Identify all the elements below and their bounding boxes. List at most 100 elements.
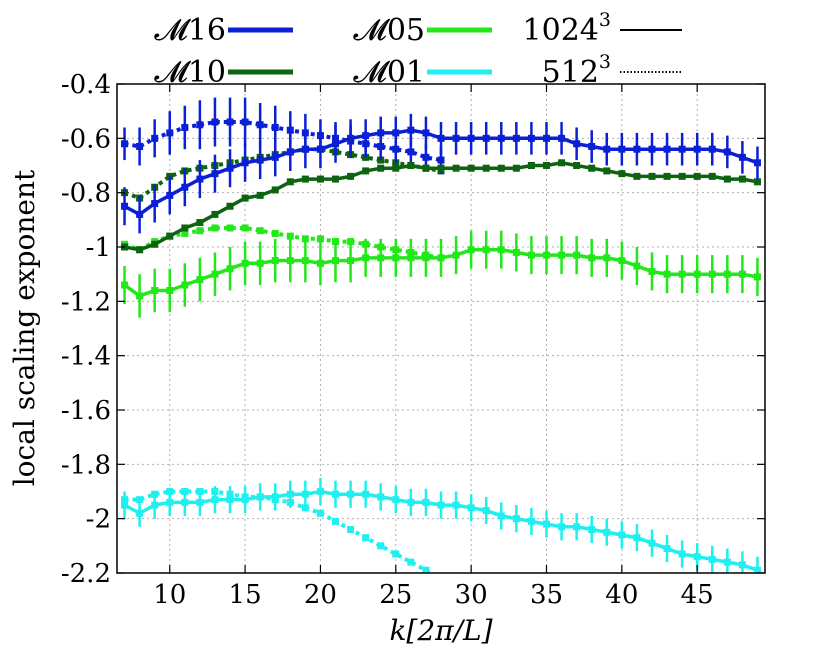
- data-point-m05-1024: [316, 259, 324, 267]
- data-point-m16-1024: [648, 145, 656, 153]
- data-point-m05-512: [286, 232, 294, 240]
- x-tick-label: 40: [605, 580, 638, 610]
- data-point-m05-1024: [452, 251, 460, 259]
- data-point-m16-1024: [482, 134, 490, 142]
- data-point-m10-1024: [422, 164, 430, 172]
- data-point-m01-1024: [693, 553, 701, 561]
- data-point-m16-1024: [437, 134, 445, 142]
- data-point-m10-1024: [603, 167, 611, 175]
- data-point-m10-1024: [151, 240, 159, 248]
- data-point-m01-1024: [166, 498, 174, 506]
- data-point-m16-1024: [211, 170, 219, 178]
- x-tick-label: 45: [681, 580, 714, 610]
- data-point-m16-1024: [332, 140, 340, 148]
- data-point-m01-1024: [542, 520, 550, 528]
- y-tick-label: -0.6: [61, 124, 111, 154]
- data-point-m16-512: [121, 140, 129, 148]
- data-point-m16-1024: [181, 183, 189, 191]
- data-point-m10-1024: [211, 210, 219, 218]
- data-point-m05-1024: [482, 246, 490, 254]
- y-tick-label: -2: [86, 505, 111, 535]
- data-point-m16-512: [181, 123, 189, 131]
- data-point-m05-1024: [166, 286, 174, 294]
- data-point-m16-1024: [316, 145, 324, 153]
- data-point-m05-1024: [558, 251, 566, 259]
- data-point-m16-1024: [166, 191, 174, 199]
- data-point-m01-1024: [332, 490, 340, 498]
- x-axis-label: k[2π/L]: [389, 614, 492, 647]
- data-point-m05-1024: [633, 262, 641, 270]
- data-point-m05-1024: [301, 257, 309, 265]
- data-point-m10-1024: [648, 172, 656, 180]
- axis-ticks: 10 15 20 25 30 35 40 45 -0.4 -0.6 -0.8 -1 -1.2 -1.4 -1…: [61, 70, 765, 610]
- data-point-m05-1024: [362, 254, 370, 262]
- x-tick-label: 35: [530, 580, 563, 610]
- data-point-m16-512: [271, 123, 279, 131]
- data-point-m05-1024: [347, 257, 355, 265]
- data-point-m05-1024: [121, 281, 129, 289]
- data-point-m01-1024: [196, 498, 204, 506]
- data-point-m16-1024: [693, 145, 701, 153]
- data-point-m10-1024: [588, 164, 596, 172]
- data-point-m10-1024: [301, 175, 309, 183]
- data-point-m10-1024: [437, 164, 445, 172]
- y-tick-label: -1.8: [61, 450, 111, 480]
- data-point-m01-1024: [678, 550, 686, 558]
- data-point-m10-1024: [723, 175, 731, 183]
- data-point-m10-1024: [181, 224, 189, 232]
- data-point-m10-1024: [558, 159, 566, 167]
- data-point-m16-512: [286, 126, 294, 134]
- series-line-m16-512: [124, 120, 442, 163]
- data-point-m05-512: [271, 229, 279, 237]
- data-point-m05-1024: [723, 270, 731, 278]
- data-point-m01-1024: [241, 496, 249, 504]
- data-point-m01-1024: [497, 512, 505, 520]
- data-point-m10-1024: [738, 175, 746, 183]
- data-point-m16-1024: [407, 126, 415, 134]
- y-tick-label: -0.8: [61, 179, 111, 209]
- data-point-m16-512: [151, 134, 159, 142]
- data-point-m10-1024: [678, 172, 686, 180]
- data-point-m16-1024: [196, 175, 204, 183]
- data-point-m05-1024: [753, 273, 761, 281]
- data-point-m10-1024: [136, 246, 144, 254]
- data-point-m01-512: [377, 542, 385, 550]
- data-point-m01-512: [407, 558, 415, 566]
- data-point-m10-1024: [542, 162, 550, 169]
- data-point-m05-1024: [286, 257, 294, 265]
- data-point-m05-1024: [392, 254, 400, 262]
- data-point-m16-1024: [708, 145, 716, 153]
- data-point-m01-1024: [301, 490, 309, 498]
- data-point-m16-1024: [542, 134, 550, 142]
- data-point-m01-1024: [256, 493, 264, 501]
- data-point-m01-1024: [573, 523, 581, 531]
- data-point-m01-1024: [136, 509, 144, 517]
- data-point-m10-1024: [407, 162, 415, 169]
- y-tick-label: -0.4: [61, 70, 111, 100]
- data-point-m05-1024: [241, 259, 249, 267]
- data-point-m16-1024: [573, 140, 581, 148]
- data-point-m05-1024: [271, 257, 279, 265]
- data-point-m10-1024: [362, 167, 370, 175]
- data-point-m05-1024: [136, 292, 144, 300]
- data-point-m10-1024: [573, 162, 581, 169]
- data-point-m01-1024: [151, 501, 159, 509]
- data-point-m05-1024: [437, 254, 445, 262]
- data-point-m16-512: [407, 148, 415, 156]
- data-point-m05-1024: [226, 265, 234, 273]
- data-point-m16-1024: [512, 134, 520, 142]
- data-point-m05-512: [181, 229, 189, 237]
- data-point-m10-1024: [271, 186, 279, 194]
- data-point-m10-1024: [347, 172, 355, 180]
- data-point-m01-1024: [618, 531, 626, 539]
- data-point-m05-1024: [467, 246, 475, 254]
- data-point-m16-512: [166, 129, 174, 137]
- data-point-m10-1024: [467, 164, 475, 172]
- data-point-m10-1024: [241, 194, 249, 202]
- data-point-m16-1024: [678, 145, 686, 153]
- data-point-m10-1024: [166, 232, 174, 240]
- data-point-m01-1024: [286, 490, 294, 498]
- y-tick-label: -1.2: [61, 287, 111, 317]
- data-point-m01-1024: [588, 526, 596, 534]
